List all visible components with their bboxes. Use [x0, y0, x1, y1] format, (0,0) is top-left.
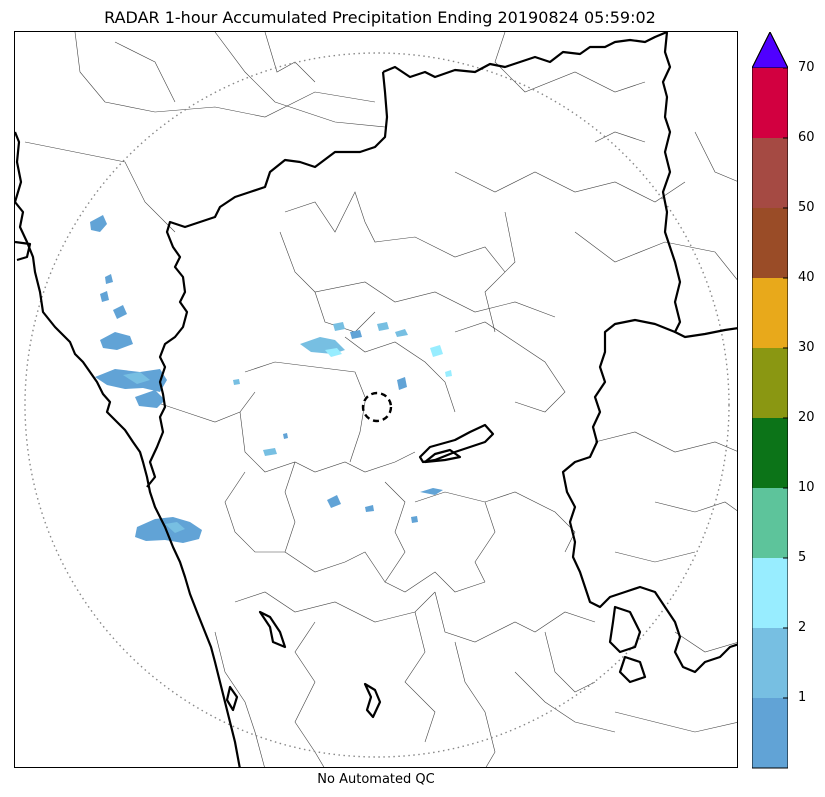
colorbar-tick-label: 40	[798, 270, 815, 285]
colorbar-bin	[752, 558, 788, 628]
precipitation-echoes	[90, 215, 452, 543]
map-canvas	[15, 32, 737, 767]
colorbar-tick-label: 70	[798, 60, 815, 75]
colorbar-bin	[752, 698, 788, 768]
district-boundaries	[24, 32, 737, 767]
colorbar-tick-label: 50	[798, 200, 815, 215]
colorbar-canvas	[752, 32, 788, 769]
colorbar-extend-arrow	[752, 32, 788, 69]
map-title: RADAR 1-hour Accumulated Precipitation E…	[104, 8, 656, 27]
colorbar-tick-label: 2	[798, 620, 807, 635]
colorbar-bin	[752, 208, 788, 278]
qc-note: No Automated QC	[317, 772, 435, 787]
colorbar-tick-label: 60	[798, 130, 815, 145]
radar-map[interactable]	[14, 31, 738, 768]
colorbar-bin	[752, 278, 788, 348]
colorbar-outline	[752, 32, 788, 769]
colorbar-tick-label: 30	[798, 340, 815, 355]
colorbar-tick-label: 1	[798, 690, 807, 705]
colorbar-bin	[752, 68, 788, 138]
colorbar-bin	[752, 138, 788, 208]
state-boundaries	[15, 32, 737, 767]
colorbar-bin	[752, 488, 788, 558]
colorbar-bin	[752, 348, 788, 418]
radar-site-marker[interactable]	[361, 391, 393, 423]
precipitation-colorbar	[752, 32, 788, 770]
radar-range-ring	[24, 52, 730, 758]
colorbar-tick-label: 20	[798, 410, 815, 425]
colorbar-tick-label: 10	[798, 480, 815, 495]
colorbar-tick-label: 5	[798, 550, 807, 565]
colorbar-bin	[752, 418, 788, 488]
colorbar-bin	[752, 628, 788, 698]
